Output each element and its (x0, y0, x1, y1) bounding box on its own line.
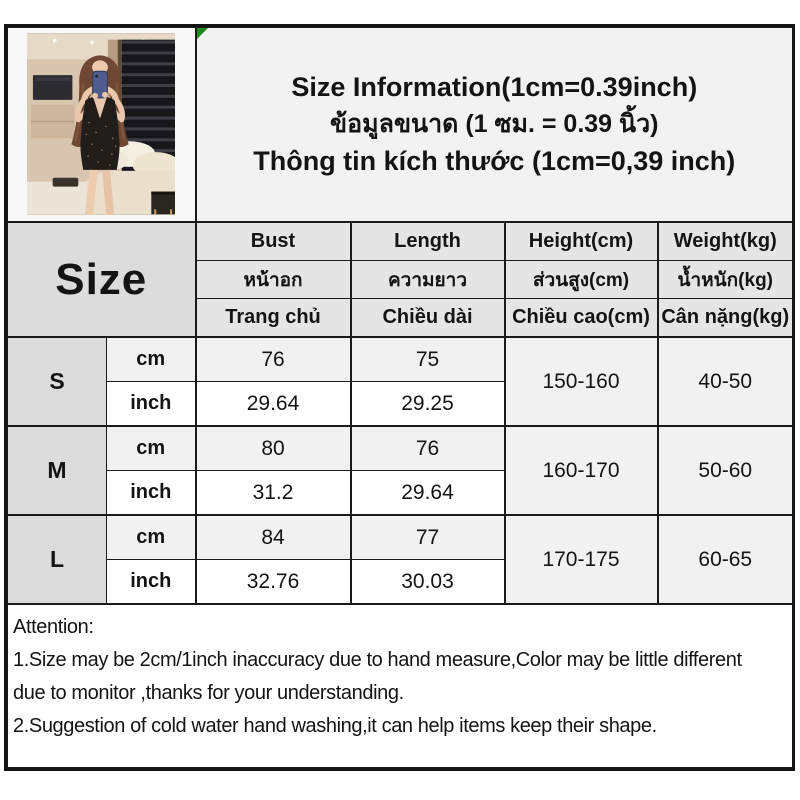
header-length-en: Length (349, 221, 505, 261)
product-photo (27, 33, 181, 217)
bust-cm-m: 80 (194, 425, 351, 471)
header-weight-th: น้ำหนัก(kg) (656, 260, 794, 299)
header-bust-th: หน้าอก (194, 260, 351, 299)
photo-tv (33, 75, 73, 100)
header-height-en: Height(cm) (503, 221, 658, 261)
height-range-l: 170-175 (503, 514, 658, 605)
size-label-l: L (7, 514, 107, 605)
header-weight-en: Weight(kg) (656, 221, 794, 261)
header-height-vi: Chiều cao(cm) (503, 298, 658, 338)
photo-model-figure (71, 55, 129, 217)
size-table: Size Information(1cm=0.39inch) ข้อมูลขนา… (6, 27, 794, 768)
product-photo-cell (7, 27, 196, 223)
length-inch-s: 29.25 (349, 381, 505, 427)
size-corner-label: Size (55, 254, 148, 304)
weight-range-m: 50-60 (656, 425, 794, 516)
attention-line-3: 2.Suggestion of cold water hand washing,… (13, 715, 657, 737)
unit-label-cm-s: cm (106, 336, 196, 382)
height-range-s: 150-160 (503, 336, 658, 427)
weight-range-s: 40-50 (656, 336, 794, 427)
green-corner-marker-icon (197, 28, 208, 39)
height-range-m: 160-170 (503, 425, 658, 516)
size-info-title-cell: Size Information(1cm=0.39inch) ข้อมูลขนา… (194, 27, 794, 223)
size-chart-sheet: Size Information(1cm=0.39inch) ข้อมูลขนา… (4, 24, 795, 771)
unit-label-cm-m: cm (106, 425, 196, 471)
size-label-m: M (7, 425, 107, 516)
header-length-vi: Chiều dài (349, 298, 505, 338)
photo-bench (52, 177, 79, 187)
bust-cm-l: 84 (194, 514, 351, 560)
bust-cm-s: 76 (194, 336, 351, 382)
photo-ceiling-light (52, 38, 57, 43)
length-inch-l: 30.03 (349, 559, 505, 605)
header-bust-vi: Trang chủ (194, 298, 351, 338)
unit-label-inch-m: inch (106, 470, 196, 516)
attention-heading: Attention: (13, 616, 94, 638)
bust-inch-s: 29.64 (194, 381, 351, 427)
unit-label-inch-s: inch (106, 381, 196, 427)
photo-sheet (27, 181, 91, 215)
length-cm-l: 77 (349, 514, 505, 560)
weight-range-l: 60-65 (656, 514, 794, 605)
length-inch-m: 29.64 (349, 470, 505, 516)
attention-note: Attention: 1.Size may be 2cm/1inch inacc… (6, 603, 794, 768)
photo-phone (92, 70, 109, 99)
attention-line-2: due to monitor ,thanks for your understa… (13, 682, 404, 704)
size-label-s: S (7, 336, 107, 427)
attention-line-1: 1.Size may be 2cm/1inch inaccuracy due t… (13, 649, 742, 671)
mirror-selfie-illustration (27, 33, 181, 217)
title-vietnamese: Thông tin kích thước (1cm=0,39 inch) (253, 146, 736, 176)
length-cm-m: 76 (349, 425, 505, 471)
title-thai: ข้อมูลขนาด (1 ซม. = 0.39 นิ้ว) (330, 110, 659, 138)
header-length-th: ความยาว (349, 260, 505, 299)
header-weight-vi: Cân nặng(kg) (656, 298, 794, 338)
photo-nightstand (151, 191, 176, 215)
unit-label-cm-l: cm (106, 514, 196, 560)
title-english: Size Information(1cm=0.39inch) (291, 72, 698, 102)
header-height-th: ส่วนสูง(cm) (503, 260, 658, 299)
length-cm-s: 75 (349, 336, 505, 382)
unit-label-inch-l: inch (106, 559, 196, 605)
bust-inch-m: 31.2 (194, 470, 351, 516)
size-corner-cell: Size (7, 221, 196, 338)
header-bust-en: Bust (194, 221, 351, 261)
bust-inch-l: 32.76 (194, 559, 351, 605)
